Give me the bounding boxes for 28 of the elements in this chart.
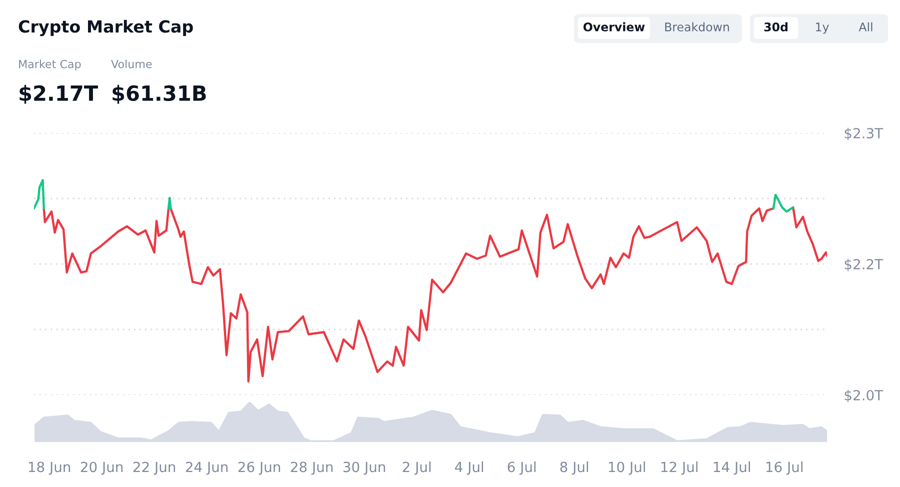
x-tick-label: 6 Jul <box>508 461 536 475</box>
x-tick-label: 10 Jul <box>608 461 645 475</box>
x-tick-label: 30 Jun <box>343 462 386 475</box>
text: 1y <box>816 22 829 34</box>
x-tick-label: 24 Jun <box>186 462 228 475</box>
y-tick-label: $2.0T <box>844 390 884 402</box>
x-tick-label: 18 Jun <box>28 462 70 475</box>
x-tick-label: 28 Jun <box>290 462 333 475</box>
x-tick-label: 2 Jul <box>402 461 431 475</box>
x-tick-label: 14 Jul <box>714 461 750 475</box>
text: $2.17T <box>20 84 98 104</box>
x-tick-label: 8 Jul <box>560 461 588 475</box>
text: Breakdown <box>665 22 729 32</box>
text: All <box>858 22 872 32</box>
x-tick-label: 12 Jul <box>661 461 698 475</box>
x-tick-label: 16 Jul <box>766 461 802 475</box>
text: Market Cap <box>19 60 81 70</box>
text: $61.31B <box>112 84 206 104</box>
x-tick-label: 20 Jun <box>80 462 123 475</box>
x-tick-label: 26 Jun <box>238 462 280 475</box>
text: Volume <box>111 60 152 68</box>
text: 30d <box>764 22 788 32</box>
text: Overview <box>583 22 645 32</box>
x-tick-label: 22 Jun <box>133 462 176 475</box>
y-tick-label: $2.3T <box>844 128 884 140</box>
y-tick-label: $2.2T <box>844 258 884 272</box>
chart-title: Crypto Market Cap <box>18 20 193 36</box>
x-tick-label: 4 Jul <box>455 461 484 475</box>
